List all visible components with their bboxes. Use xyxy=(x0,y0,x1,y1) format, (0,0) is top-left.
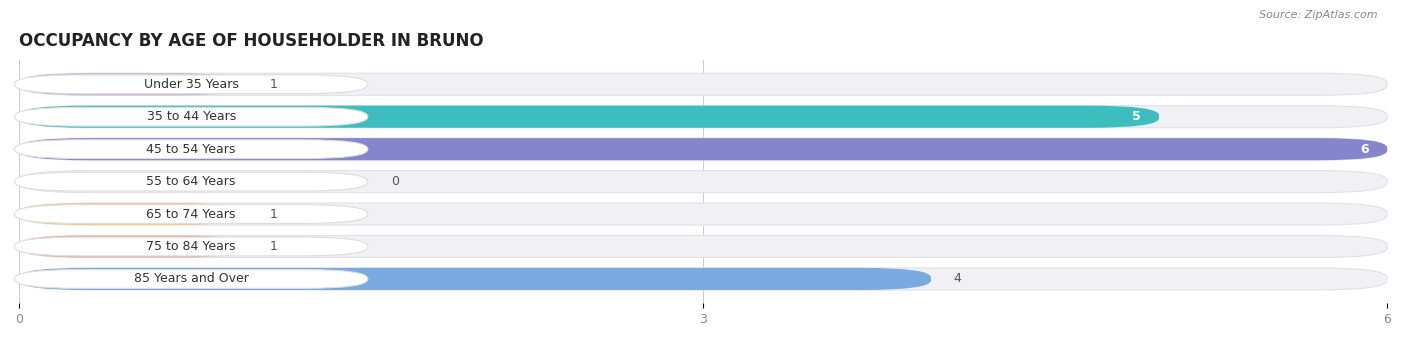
Text: Source: ZipAtlas.com: Source: ZipAtlas.com xyxy=(1260,10,1378,20)
Text: 55 to 64 Years: 55 to 64 Years xyxy=(146,175,236,188)
Text: 75 to 84 Years: 75 to 84 Years xyxy=(146,240,236,253)
FancyBboxPatch shape xyxy=(14,75,368,94)
FancyBboxPatch shape xyxy=(20,106,1159,128)
FancyBboxPatch shape xyxy=(20,203,1388,225)
FancyBboxPatch shape xyxy=(14,172,368,191)
FancyBboxPatch shape xyxy=(14,270,368,288)
FancyBboxPatch shape xyxy=(20,170,1388,193)
FancyBboxPatch shape xyxy=(20,73,247,95)
FancyBboxPatch shape xyxy=(20,236,247,257)
FancyBboxPatch shape xyxy=(20,138,1388,160)
Text: 0: 0 xyxy=(391,175,399,188)
Text: 1: 1 xyxy=(270,240,278,253)
FancyBboxPatch shape xyxy=(14,237,368,256)
FancyBboxPatch shape xyxy=(14,107,368,126)
Text: 4: 4 xyxy=(953,272,962,285)
Text: 85 Years and Over: 85 Years and Over xyxy=(134,272,249,285)
Text: 6: 6 xyxy=(1360,143,1369,155)
Text: Under 35 Years: Under 35 Years xyxy=(143,78,239,91)
FancyBboxPatch shape xyxy=(20,138,1388,160)
Text: 35 to 44 Years: 35 to 44 Years xyxy=(146,110,236,123)
FancyBboxPatch shape xyxy=(20,268,1388,290)
Text: 1: 1 xyxy=(270,78,278,91)
FancyBboxPatch shape xyxy=(20,203,247,225)
Text: 45 to 54 Years: 45 to 54 Years xyxy=(146,143,236,155)
FancyBboxPatch shape xyxy=(20,106,1388,128)
Text: 1: 1 xyxy=(270,208,278,221)
FancyBboxPatch shape xyxy=(20,268,931,290)
FancyBboxPatch shape xyxy=(20,236,1388,257)
Text: 65 to 74 Years: 65 to 74 Years xyxy=(146,208,236,221)
FancyBboxPatch shape xyxy=(14,205,368,223)
Text: OCCUPANCY BY AGE OF HOUSEHOLDER IN BRUNO: OCCUPANCY BY AGE OF HOUSEHOLDER IN BRUNO xyxy=(20,32,484,50)
Text: 5: 5 xyxy=(1132,110,1140,123)
FancyBboxPatch shape xyxy=(20,73,1388,95)
FancyBboxPatch shape xyxy=(14,140,368,159)
